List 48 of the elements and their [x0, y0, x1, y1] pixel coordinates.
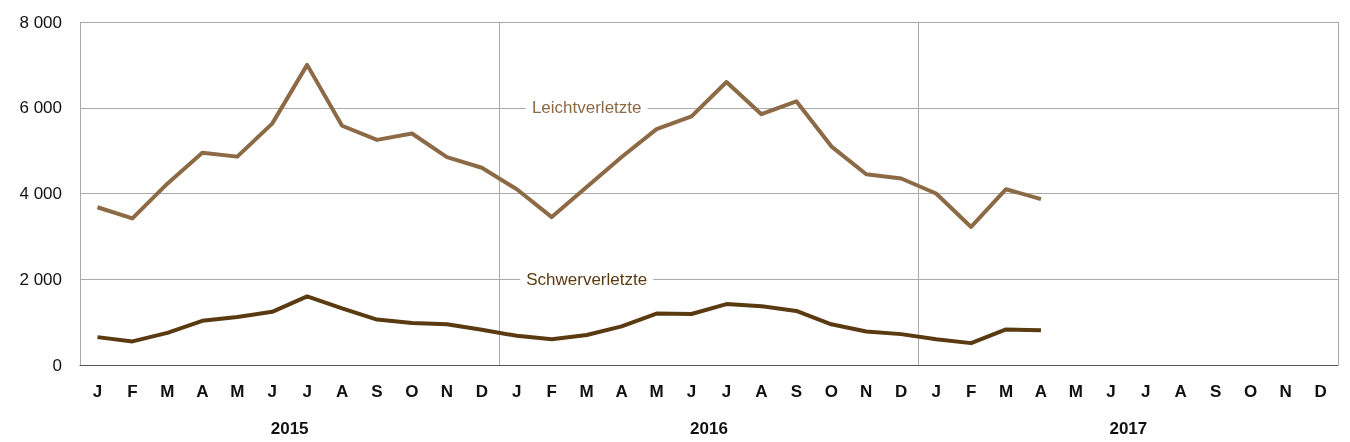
x-tick-label: J [302, 382, 312, 401]
x-tick-label: J [1141, 382, 1151, 401]
y-tick-label: 8 000 [19, 12, 62, 32]
x-tick-label: N [1279, 382, 1292, 401]
x-tick-label: D [1314, 382, 1327, 401]
x-tick-label: A [1034, 382, 1048, 401]
x-tick-label: M [649, 382, 664, 401]
x-tick-label: S [371, 382, 383, 401]
x-tick-label: O [405, 382, 419, 401]
x-tick-label: N [860, 382, 873, 401]
y-tick-label: 0 [52, 355, 62, 375]
x-tick-label: J [931, 382, 941, 401]
x-tick-label: S [790, 382, 803, 401]
y-tick-label: 2 000 [19, 269, 62, 289]
text: 2016 [690, 419, 728, 438]
x-tick-label: A [1174, 382, 1187, 401]
x-tick-label: J [92, 382, 103, 401]
x-tick-label: A [615, 382, 628, 401]
y-tick-label: 4 000 [19, 184, 62, 203]
x-tick-label: J [686, 382, 697, 401]
x-tick-label: D [895, 382, 908, 401]
x-tick-label: F [546, 382, 557, 401]
x-tick-label: J [1106, 382, 1116, 401]
line-series [95, 62, 1043, 229]
x-tick-label: J [267, 382, 277, 401]
x-tick-label: A [335, 382, 349, 401]
x-tick-label: O [824, 382, 838, 401]
x-tick-label: D [475, 382, 488, 401]
x-tick-label: M [1068, 382, 1083, 401]
x-tick-label: F [127, 382, 138, 401]
x-tick-label: J [512, 382, 522, 401]
x-tick-label: A [755, 382, 768, 401]
x-tick-label: S [1210, 382, 1222, 401]
text: 2015 [270, 419, 309, 438]
line-series [95, 294, 1043, 346]
x-tick-label: M [579, 382, 594, 401]
series-label: Leichtverletzte [531, 98, 642, 118]
x-tick-label: M [160, 382, 175, 401]
x-tick-label: A [196, 382, 209, 401]
x-tick-label: F [965, 382, 977, 401]
x-tick-label: M [230, 382, 245, 401]
series-label: Schwerverletzte [526, 269, 648, 289]
text: 2017 [1109, 419, 1148, 438]
x-tick-label: J [721, 382, 732, 401]
x-tick-label: N [440, 382, 454, 401]
y-tick-label: 6 000 [19, 98, 62, 118]
x-tick-label: M [998, 382, 1014, 401]
x-tick-label: O [1244, 382, 1258, 401]
